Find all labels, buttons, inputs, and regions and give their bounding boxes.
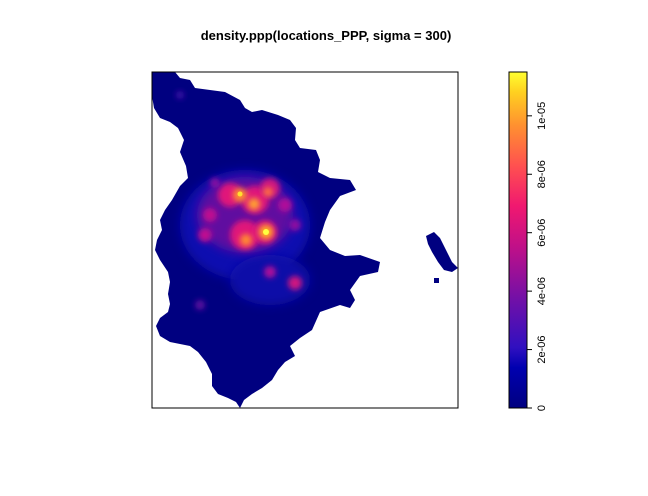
region-fragment-east — [426, 232, 458, 272]
density-halo-south — [230, 255, 310, 305]
peak — [240, 234, 252, 246]
peak — [263, 187, 273, 197]
hotspot — [198, 228, 212, 242]
peak-max — [237, 191, 243, 197]
hotspot — [195, 300, 205, 310]
density-region — [152, 72, 458, 408]
region-fragment-small — [434, 278, 439, 283]
hotspot — [218, 183, 242, 207]
legend-tick-label: 8e-06 — [536, 160, 548, 188]
color-legend: 0 2e-06 4e-06 6e-06 8e-06 1e-05 — [508, 71, 548, 411]
legend-tick-label: 1e-05 — [536, 102, 548, 130]
hotspot — [278, 198, 292, 212]
legend-tick-label: 6e-06 — [536, 219, 548, 247]
chart-title: density.ppp(locations_PPP, sigma = 300) — [201, 28, 452, 43]
peak-max — [263, 229, 269, 235]
legend-ticks: 0 2e-06 4e-06 6e-06 8e-06 1e-05 — [527, 102, 548, 411]
plot-frame — [151, 71, 459, 409]
legend-tick-label: 0 — [536, 405, 548, 411]
hotspot — [288, 276, 302, 290]
hotspot — [289, 219, 301, 231]
hotspot — [264, 266, 276, 278]
hotspot — [203, 208, 217, 222]
legend-colorbar — [508, 71, 528, 409]
legend-tick-label: 2e-06 — [536, 335, 548, 363]
peak — [248, 198, 260, 210]
hotspot — [176, 91, 184, 99]
hotspot — [210, 178, 220, 188]
legend-tick-label: 4e-06 — [536, 277, 548, 305]
